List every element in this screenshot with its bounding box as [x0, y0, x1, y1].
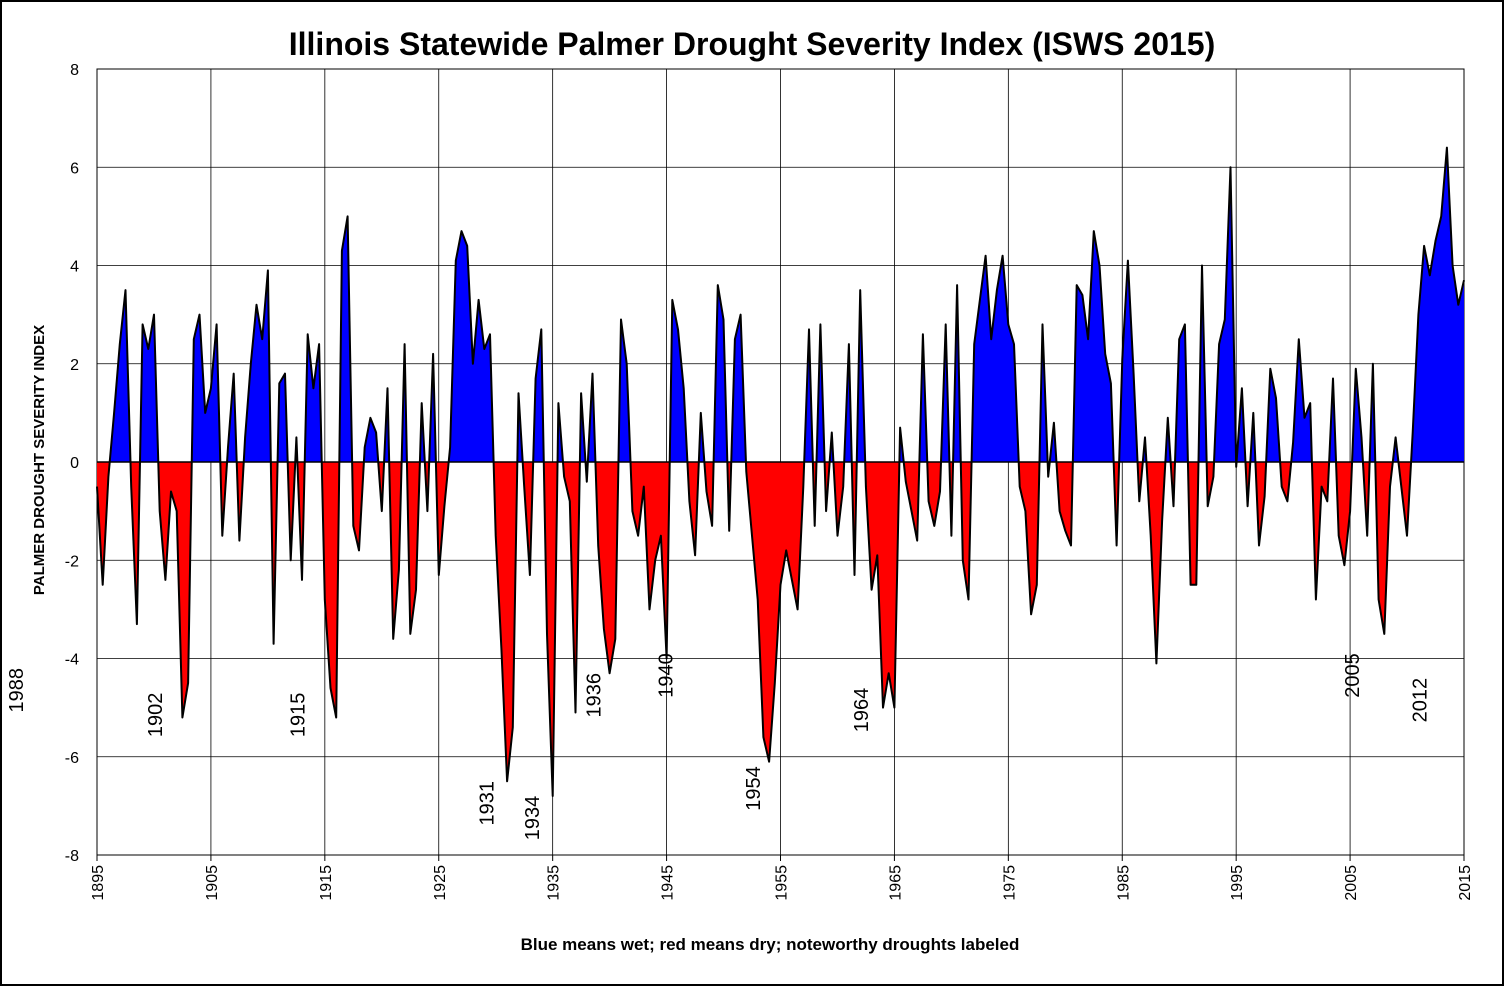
- x-tick-label: 1895: [90, 865, 107, 901]
- y-tick-label: 2: [70, 357, 79, 374]
- y-axis-label: PALMER DROUGHT SEVERITY INDEX: [31, 325, 48, 595]
- y-tick-label: 4: [70, 259, 79, 276]
- drought-label: 1915: [287, 693, 309, 738]
- x-axis-label: Blue means wet; red means dry; noteworth…: [521, 935, 1020, 954]
- drought-label: 1902: [145, 693, 167, 738]
- drought-label: 1964: [851, 688, 873, 733]
- x-tick-label: 1965: [887, 865, 904, 901]
- y-tick-label: 8: [70, 62, 79, 79]
- y-tick-label: -8: [65, 848, 79, 865]
- x-tick-label: 1905: [204, 865, 221, 901]
- drought-label: 1936: [584, 673, 606, 718]
- drought-label: 1988: [6, 668, 28, 713]
- plot-area: 8 6 4 2 0 -2 -4 -6 -8 1895 1905 1915 1925 1935 1945 195…: [6, 62, 1474, 901]
- drought-label: 1931: [476, 781, 498, 826]
- x-tick-label: 1925: [432, 865, 449, 901]
- y-tick-label: -4: [65, 652, 79, 669]
- x-tick-label: 1915: [318, 865, 335, 901]
- chart-title: Illinois Statewide Palmer Drought Severi…: [289, 26, 1215, 62]
- x-tick-label: 1975: [1001, 865, 1018, 901]
- y-tick-label: 6: [70, 160, 79, 177]
- drought-label: 1954: [743, 766, 765, 811]
- drought-label: 2005: [1342, 653, 1364, 698]
- pdsi-series-line: [96, 146, 1465, 797]
- drought-label: 1940: [655, 653, 677, 698]
- x-tick-label: 1985: [1115, 865, 1132, 901]
- x-tick-label: 1955: [774, 865, 791, 901]
- x-tick-label: 1945: [660, 865, 677, 901]
- x-tick-label: 1935: [546, 865, 563, 901]
- y-tick-label: 0: [70, 455, 79, 472]
- x-tick-label: 2005: [1343, 865, 1360, 901]
- y-tick-label: -2: [65, 553, 79, 570]
- y-tick-label: -6: [65, 750, 79, 767]
- x-tick-label: 2015: [1457, 865, 1474, 901]
- x-tick-label: 1995: [1229, 865, 1246, 901]
- drought-label: 1934: [522, 796, 544, 841]
- drought-label: 2012: [1409, 678, 1431, 723]
